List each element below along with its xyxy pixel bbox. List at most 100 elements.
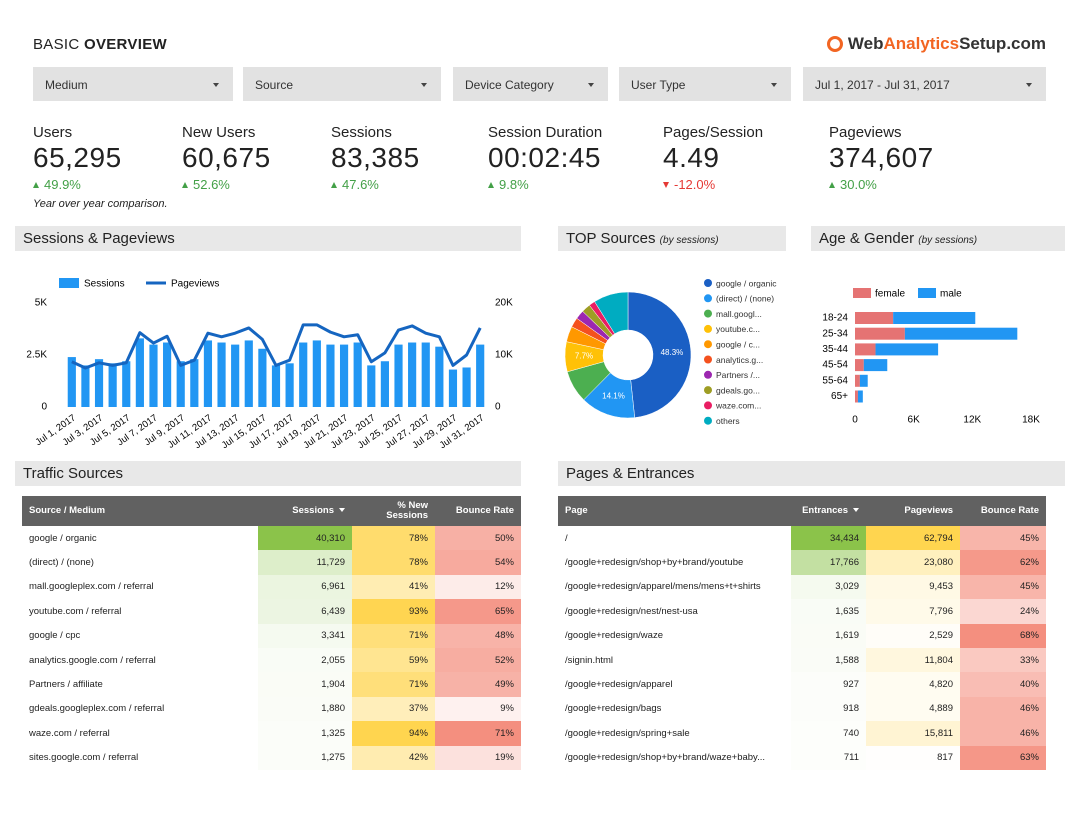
legend-label: Pageviews [171, 279, 219, 290]
table-cell: /google+redesign/shop+by+brand/youtube [565, 557, 744, 569]
y-tick-label: 65+ [831, 391, 848, 402]
legend-swatch [704, 386, 712, 395]
legend-label: others [716, 416, 740, 426]
table-cell: 52% [435, 647, 521, 673]
bar [122, 361, 131, 407]
bar [367, 365, 376, 407]
bar [394, 344, 403, 407]
filter-dropdown[interactable]: Device Category [453, 67, 608, 101]
section-subtitle: (by sessions) [659, 235, 719, 246]
x-tick-label: 12K [963, 415, 981, 426]
bar [380, 361, 389, 407]
bar [421, 342, 430, 407]
scorecard-change: 52.6% [182, 177, 271, 192]
column-title: Bounce Rate [980, 505, 1039, 516]
scorecard-value: 60,675 [182, 142, 271, 173]
bar [462, 367, 471, 407]
section-title: Traffic Sources [23, 465, 124, 482]
table-cell: 711 [791, 745, 866, 770]
column-title: Entrances [802, 505, 848, 516]
table-cell: 71% [352, 672, 435, 697]
column-header[interactable]: Source / Medium [22, 496, 258, 526]
column-header[interactable]: Sessions [258, 496, 352, 526]
table-cell: 817 [866, 745, 960, 770]
table-cell: 46% [960, 721, 1046, 746]
trend-arrow [663, 181, 669, 188]
table-cell: 740 [791, 721, 866, 746]
y2-tick-label: 0 [495, 402, 501, 413]
y2-tick-label: 10K [495, 350, 513, 361]
table-cell: 93% [352, 599, 435, 624]
table-row: /google+redesign/spring+sale 740 15,811 46% [558, 721, 1046, 746]
section-header: TOP Sources (by sessions) [558, 226, 786, 251]
slice-label: 48.3% [661, 348, 684, 357]
table-row: Partners / affiliate 1,904 71% 49% [22, 672, 521, 697]
legend-swatch [59, 278, 79, 288]
legend-label: analytics.g... [716, 355, 763, 365]
table-cell: /google+redesign/bags [565, 703, 662, 715]
table-cell: 3,341 [258, 623, 352, 648]
legend-swatch [704, 370, 712, 379]
table-cell: 918 [791, 696, 866, 722]
table-cell: 6,439 [258, 599, 352, 624]
table-cell: 46% [960, 696, 1046, 722]
filter-dropdown[interactable]: User Type [619, 67, 791, 101]
table-row: /google+redesign/apparel 927 4,820 40% [558, 672, 1046, 697]
column-header[interactable]: Bounce Rate [960, 496, 1046, 526]
dropdown-caret [1026, 83, 1032, 87]
column-header[interactable]: Pageviews [866, 496, 960, 526]
dropdown-caret [588, 83, 594, 87]
table-cell: 33% [960, 647, 1046, 673]
scorecard-value: 00:02:45 [488, 142, 601, 173]
scorecard-change: 9.8% [488, 177, 602, 192]
column-header[interactable]: % New Sessions [352, 496, 435, 526]
table-cell: 4,889 [866, 696, 960, 722]
column-title: Pageviews [904, 505, 953, 516]
scorecard-value: 65,295 [33, 142, 122, 173]
table-cell: 71% [352, 623, 435, 648]
table-cell: 71% [435, 721, 521, 746]
y-tick-label: 25-34 [822, 328, 848, 339]
table-row: google / cpc 3,341 71% 48% [22, 623, 521, 648]
column-header[interactable]: Page [558, 496, 791, 526]
table-row: /google+redesign/apparel/mens/mens+t+shi… [558, 574, 1046, 600]
filter-dropdown[interactable]: Source [243, 67, 441, 101]
scorecard: Session Duration 00:02:45 9.8% [488, 124, 602, 192]
bar [271, 365, 281, 407]
bar [244, 340, 253, 407]
table-row: /google+redesign/waze 1,619 2,529 68% [558, 623, 1046, 648]
filter-dropdown[interactable]: Jul 1, 2017 - Jul 31, 2017 [803, 67, 1046, 101]
bar [408, 342, 417, 407]
table-row: youtube.com / referral 6,439 93% 65% [22, 599, 521, 624]
legend-label: gdeals.go... [716, 385, 760, 395]
legend-label: google / organic [716, 278, 777, 288]
y-tick-label: 2.5K [26, 350, 47, 361]
note: Year over year comparison. [33, 198, 168, 210]
legend-label: waze.com... [715, 401, 761, 411]
section-subtitle: (by sessions) [918, 235, 978, 246]
table-cell: 11,804 [866, 647, 960, 673]
y-tick-label: 45-54 [822, 360, 848, 371]
legend-swatch [853, 288, 871, 298]
bar [203, 340, 213, 407]
column-header[interactable]: Bounce Rate [435, 496, 521, 526]
table-cell: 9,453 [866, 574, 960, 600]
table-row: /google+redesign/bags 918 4,889 46% [558, 696, 1046, 722]
table-cell: sites.google.com / referral [29, 752, 139, 764]
table-cell: analytics.google.com / referral [29, 654, 156, 666]
change-value: 30.0% [840, 177, 877, 192]
bar-segment [855, 327, 905, 340]
table-cell: 63% [960, 745, 1046, 770]
scorecard-change: 49.9% [33, 177, 122, 192]
trend-arrow [488, 181, 494, 188]
data-table: Source / Medium Sessions % New Sessions Bou… [22, 496, 521, 770]
bar-segment [855, 312, 894, 324]
column-header[interactable]: Entrances [791, 496, 866, 526]
filter-dropdown[interactable]: Medium [33, 67, 233, 101]
table-cell: 68% [960, 623, 1046, 648]
table-cell: /google+redesign/nest/nest-usa [565, 605, 698, 617]
table-cell: 49% [435, 672, 521, 697]
table-cell: 7,796 [866, 599, 960, 624]
legend-swatch [704, 279, 712, 287]
legend-swatch [918, 288, 936, 298]
